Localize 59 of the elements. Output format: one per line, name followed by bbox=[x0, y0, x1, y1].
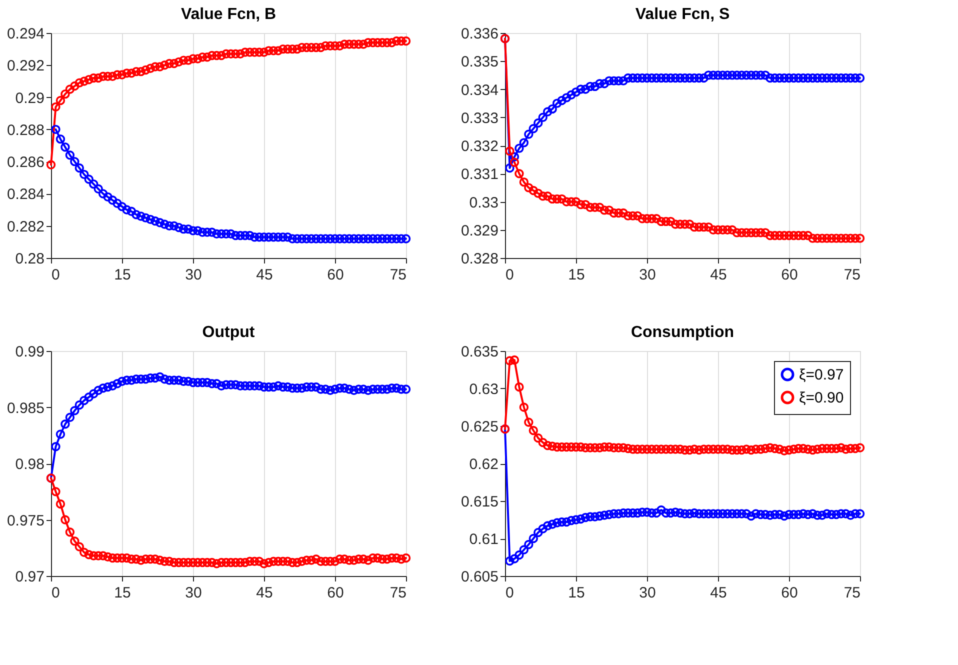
x-tick-label: 75 bbox=[844, 266, 860, 284]
x-tick-label: 0 bbox=[52, 584, 60, 602]
y-tick-label: 0.615 bbox=[460, 494, 498, 510]
y-tick-label: 0.605 bbox=[460, 568, 498, 586]
x-tick-label: 30 bbox=[639, 266, 656, 284]
x-tick-label: 30 bbox=[185, 266, 202, 284]
y-tick-label: 0.33 bbox=[469, 194, 498, 212]
x-tick-label: 60 bbox=[327, 584, 344, 602]
x-tick-label: 0 bbox=[506, 584, 514, 602]
y-tick-label: 0.332 bbox=[460, 138, 498, 155]
y-tick-label: 0.975 bbox=[6, 512, 44, 530]
y-tick-label: 0.29 bbox=[15, 90, 44, 107]
y-tick-label: 0.334 bbox=[460, 82, 498, 99]
y-tick-label: 0.62 bbox=[469, 456, 498, 473]
y-tick-label: 0.328 bbox=[460, 250, 498, 268]
x-tick-label: 15 bbox=[568, 584, 585, 602]
x-tick-label: 75 bbox=[390, 584, 406, 602]
x-tick-label: 15 bbox=[114, 266, 131, 284]
y-tick-label: 0.985 bbox=[6, 400, 44, 417]
x-tick-label: 45 bbox=[710, 266, 727, 284]
x-tick-label: 30 bbox=[639, 584, 656, 602]
chart-title: Value Fcn, B bbox=[180, 6, 276, 23]
chart-title: Value Fcn, S bbox=[635, 6, 730, 23]
x-tick-label: 75 bbox=[390, 266, 406, 284]
x-tick-label: 15 bbox=[568, 266, 585, 284]
y-tick-label: 0.286 bbox=[6, 154, 44, 172]
y-tick-label: 0.28 bbox=[15, 250, 44, 268]
y-tick-label: 0.282 bbox=[6, 218, 44, 236]
y-tick-label: 0.333 bbox=[460, 110, 498, 127]
chart-title: Output bbox=[202, 324, 256, 341]
y-tick-label: 0.292 bbox=[6, 58, 44, 75]
y-tick-label: 0.336 bbox=[460, 26, 498, 42]
legend-label: ξ=0.90 bbox=[799, 390, 844, 406]
y-tick-label: 0.288 bbox=[6, 122, 44, 139]
y-tick-label: 0.329 bbox=[460, 222, 498, 240]
x-tick-label: 45 bbox=[256, 266, 273, 284]
y-tick-label: 0.335 bbox=[460, 54, 498, 71]
legend-label: ξ=0.97 bbox=[799, 366, 844, 384]
chart-title: Consumption bbox=[630, 324, 734, 341]
x-tick-label: 30 bbox=[185, 584, 202, 602]
x-tick-label: 0 bbox=[52, 266, 60, 284]
x-tick-label: 0 bbox=[506, 266, 514, 284]
y-tick-label: 0.284 bbox=[6, 186, 44, 204]
y-tick-label: 0.61 bbox=[469, 531, 498, 548]
x-tick-label: 60 bbox=[327, 266, 344, 284]
x-tick-label: 75 bbox=[844, 584, 860, 602]
y-tick-label: 0.98 bbox=[15, 456, 44, 473]
x-tick-label: 60 bbox=[781, 584, 798, 602]
x-tick-label: 15 bbox=[114, 584, 131, 602]
y-tick-label: 0.97 bbox=[15, 568, 44, 586]
y-tick-label: 0.625 bbox=[460, 418, 498, 436]
y-tick-label: 0.294 bbox=[6, 26, 44, 42]
x-tick-label: 45 bbox=[256, 584, 273, 602]
y-tick-label: 0.331 bbox=[460, 166, 498, 184]
x-tick-label: 60 bbox=[781, 266, 798, 284]
y-tick-label: 0.635 bbox=[460, 344, 498, 360]
x-tick-label: 45 bbox=[710, 584, 727, 602]
y-tick-label: 0.63 bbox=[469, 381, 498, 398]
y-tick-label: 0.99 bbox=[15, 344, 44, 360]
